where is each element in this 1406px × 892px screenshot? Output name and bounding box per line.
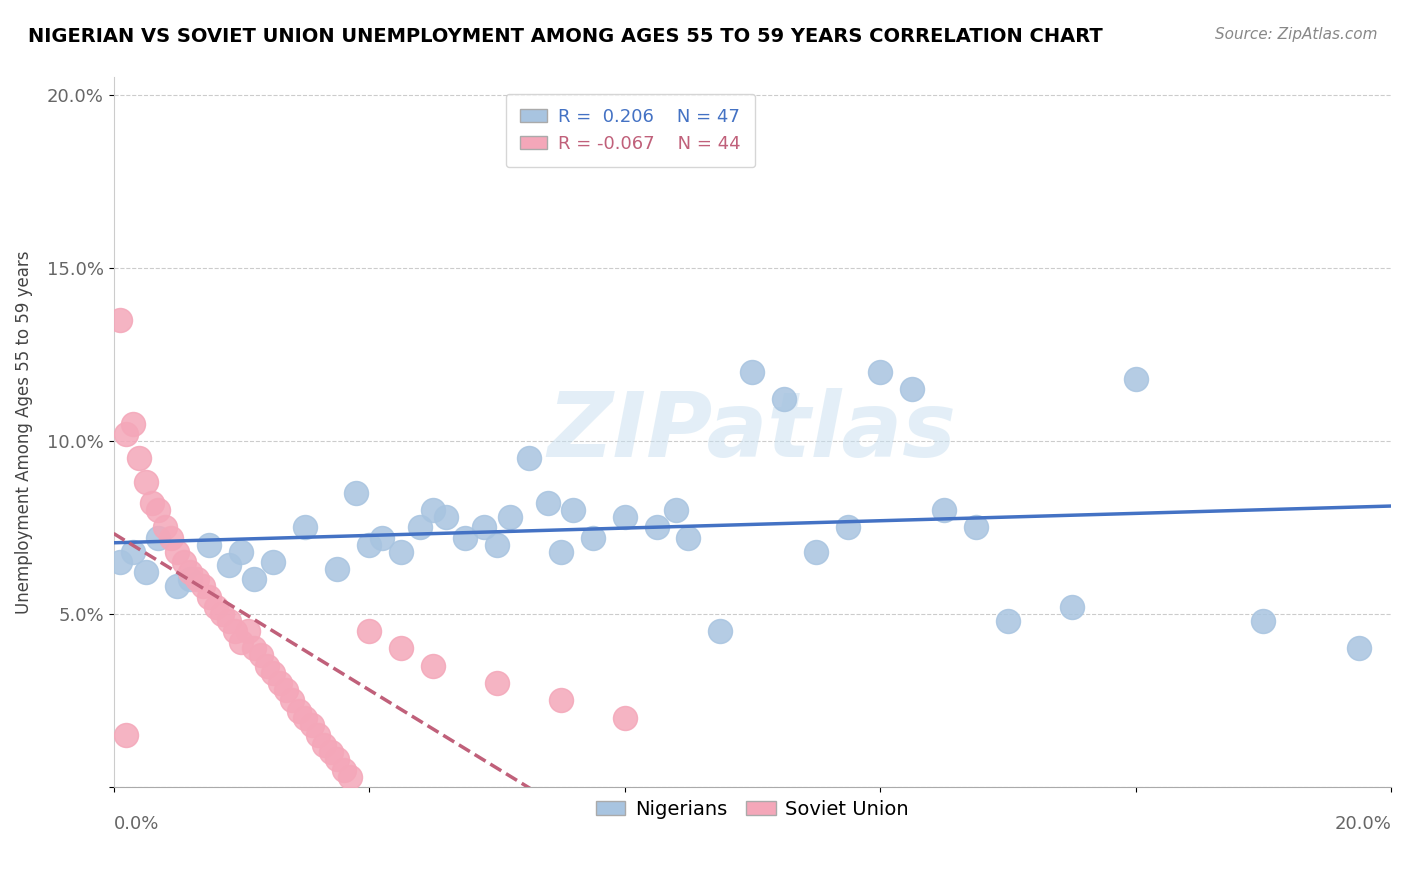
Y-axis label: Unemployment Among Ages 55 to 59 years: Unemployment Among Ages 55 to 59 years — [15, 251, 32, 614]
Point — [550, 544, 572, 558]
Point — [804, 544, 827, 558]
Point — [307, 728, 329, 742]
Point — [485, 538, 508, 552]
Point — [454, 531, 477, 545]
Point — [166, 544, 188, 558]
Point — [472, 520, 495, 534]
Point — [678, 531, 700, 545]
Point — [108, 555, 131, 569]
Point — [709, 624, 731, 639]
Point — [422, 503, 444, 517]
Point — [108, 312, 131, 326]
Point — [243, 572, 266, 586]
Text: 0.0%: 0.0% — [114, 815, 159, 833]
Point — [115, 728, 138, 742]
Point — [389, 641, 412, 656]
Point — [1251, 614, 1274, 628]
Point — [582, 531, 605, 545]
Point — [236, 624, 259, 639]
Point — [249, 648, 271, 663]
Point — [665, 503, 688, 517]
Point — [198, 538, 221, 552]
Point — [965, 520, 987, 534]
Text: ZIPatlas: ZIPatlas — [548, 388, 957, 476]
Point — [148, 531, 170, 545]
Point — [148, 503, 170, 517]
Point — [256, 658, 278, 673]
Text: NIGERIAN VS SOVIET UNION UNEMPLOYMENT AMONG AGES 55 TO 59 YEARS CORRELATION CHAR: NIGERIAN VS SOVIET UNION UNEMPLOYMENT AM… — [28, 27, 1102, 45]
Point — [613, 711, 636, 725]
Point — [1348, 641, 1371, 656]
Legend: Nigerians, Soviet Union: Nigerians, Soviet Union — [588, 792, 917, 827]
Point — [371, 531, 394, 545]
Point — [288, 704, 311, 718]
Point — [115, 426, 138, 441]
Point — [498, 510, 520, 524]
Point — [314, 739, 336, 753]
Point — [485, 676, 508, 690]
Point — [128, 451, 150, 466]
Point — [344, 485, 367, 500]
Point — [422, 658, 444, 673]
Point — [301, 717, 323, 731]
Point — [932, 503, 955, 517]
Point — [198, 590, 221, 604]
Point — [389, 544, 412, 558]
Point — [262, 555, 284, 569]
Point — [319, 745, 342, 759]
Point — [141, 496, 163, 510]
Point — [326, 562, 349, 576]
Text: Source: ZipAtlas.com: Source: ZipAtlas.com — [1215, 27, 1378, 42]
Point — [135, 566, 157, 580]
Point — [121, 417, 143, 431]
Point — [179, 572, 201, 586]
Point — [773, 392, 796, 407]
Point — [741, 365, 763, 379]
Point — [274, 683, 297, 698]
Point — [243, 641, 266, 656]
Point — [1060, 599, 1083, 614]
Point — [135, 475, 157, 490]
Point — [1125, 371, 1147, 385]
Point — [359, 624, 381, 639]
Point — [332, 763, 354, 777]
Point — [869, 365, 891, 379]
Point — [121, 544, 143, 558]
Point — [218, 614, 240, 628]
Point — [339, 770, 361, 784]
Point — [160, 531, 183, 545]
Point — [224, 624, 246, 639]
Point — [262, 665, 284, 680]
Point — [409, 520, 432, 534]
Point — [837, 520, 859, 534]
Point — [550, 693, 572, 707]
Point — [179, 566, 201, 580]
Point — [281, 693, 304, 707]
Point — [434, 510, 457, 524]
Point — [191, 579, 214, 593]
Point — [613, 510, 636, 524]
Point — [294, 520, 316, 534]
Point — [231, 634, 253, 648]
Point — [517, 451, 540, 466]
Point — [211, 607, 233, 621]
Point — [204, 599, 226, 614]
Point — [645, 520, 668, 534]
Point — [231, 544, 253, 558]
Point — [326, 752, 349, 766]
Point — [153, 520, 176, 534]
Point — [166, 579, 188, 593]
Point — [218, 558, 240, 573]
Point — [562, 503, 585, 517]
Point — [359, 538, 381, 552]
Point — [901, 382, 924, 396]
Point — [173, 555, 195, 569]
Point — [997, 614, 1019, 628]
Point — [269, 676, 291, 690]
Point — [294, 711, 316, 725]
Point — [537, 496, 560, 510]
Text: 20.0%: 20.0% — [1334, 815, 1391, 833]
Point — [186, 572, 208, 586]
